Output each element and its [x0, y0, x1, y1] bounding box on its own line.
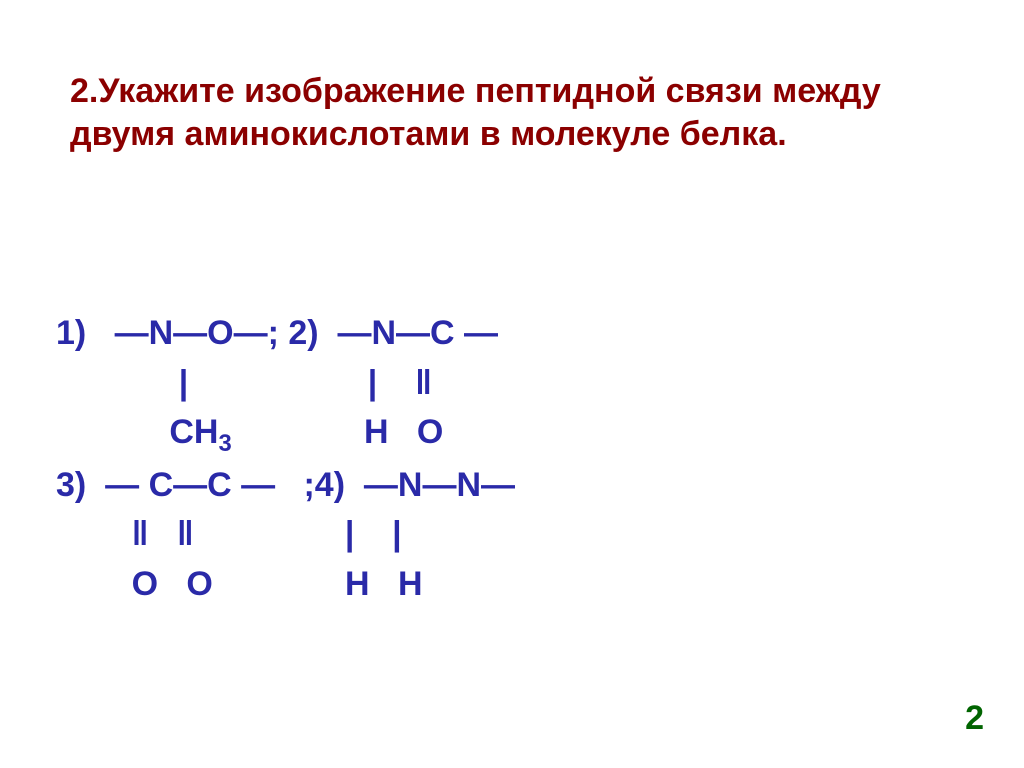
option-3-and-4-top: 3) — C—C — ;4) —N—N— — [56, 466, 515, 504]
option-1-and-2-bonds: | | ‖ — [56, 364, 432, 402]
option-3-and-4-bonds: ‖ ‖ | | — [56, 515, 402, 553]
slide: 2.Укажите изображение пептидной связи ме… — [0, 0, 1024, 768]
option-3-and-4-bottom: O O H H — [56, 565, 423, 603]
option-1-and-2-bottom: CH3 H O — [56, 413, 443, 451]
answer-options: 1) —N—O—; 2) —N—C — | | ‖ CH3 H O 3) — C… — [56, 260, 956, 609]
option-1-and-2-top: 1) —N—O—; 2) —N—C — — [56, 314, 498, 352]
question-title: 2.Укажите изображение пептидной связи ме… — [70, 70, 950, 155]
page-number: 2 — [965, 699, 984, 738]
